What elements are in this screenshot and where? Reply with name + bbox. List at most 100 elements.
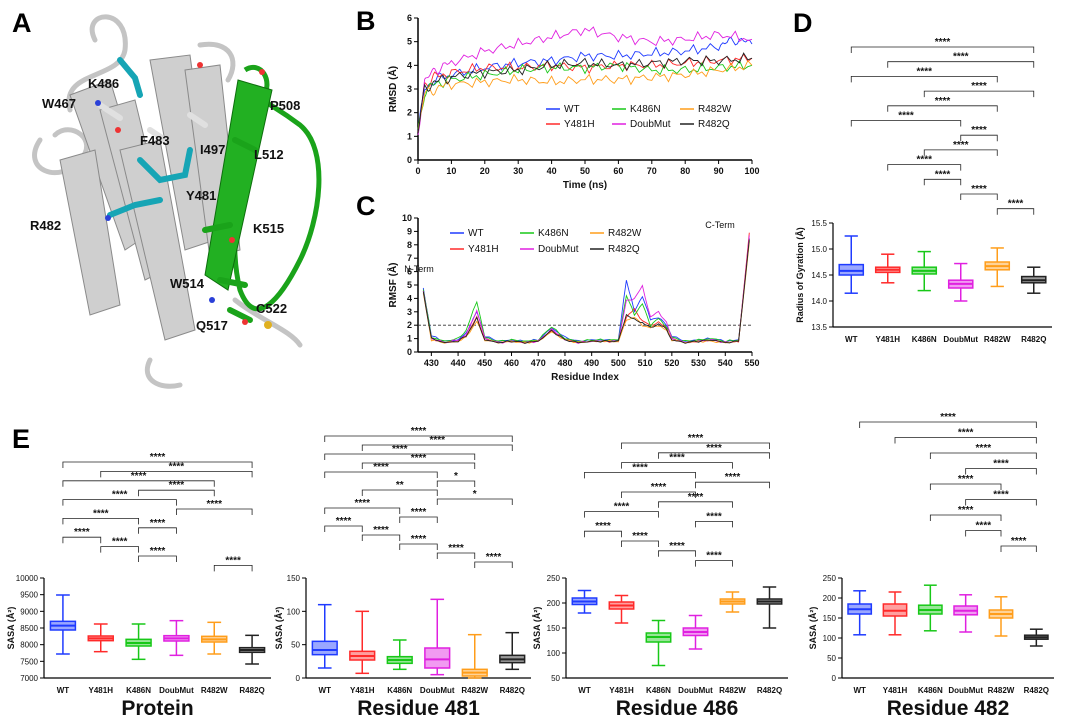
significance-bracket	[361, 444, 513, 451]
y-tick-label: 7000	[20, 674, 38, 683]
x-tick-label: R482W	[719, 686, 746, 695]
x-tick-label: Y481H	[609, 686, 634, 695]
significance-label: ****	[112, 537, 128, 548]
protein-structure-image: K486 W467 F483 I497 P508 L512 Y481 K515 …	[30, 14, 322, 389]
residue-label: Y481	[186, 188, 216, 203]
x-tick-label: WT	[845, 335, 858, 344]
green-sidechain	[232, 137, 258, 153]
significance-bracket	[923, 149, 998, 156]
significance-bracket	[695, 521, 733, 528]
residue-label: L512	[254, 147, 284, 162]
significance-bracket	[850, 46, 1035, 53]
legend-label: R482W	[698, 104, 732, 115]
significance-label: ****	[1011, 536, 1027, 547]
green-sidechain	[202, 222, 233, 233]
significance-label: ****	[411, 507, 427, 518]
atom-oxygen	[115, 127, 121, 133]
x-tick-label: Y481H	[883, 686, 908, 695]
significance-bracket	[621, 462, 733, 469]
significance-bracket	[859, 421, 1037, 428]
green-sidechain	[217, 277, 248, 288]
chart-title: Residue 481	[357, 697, 480, 720]
atom-oxygen	[259, 69, 265, 75]
x-tick-label: 90	[714, 166, 724, 176]
y-tick-label: 15.5	[811, 219, 827, 228]
y-tick-label: 2	[407, 108, 412, 118]
y-tick-label: 1	[407, 334, 412, 344]
residue-label: R482	[30, 218, 61, 233]
significance-label: ****	[706, 443, 722, 454]
significance-bracket	[929, 452, 1037, 459]
green-strand	[204, 79, 273, 291]
significance-bracket	[695, 560, 733, 567]
residue-label: K486	[88, 76, 119, 91]
panel-letter-d: D	[793, 8, 813, 38]
y-axis-label: SASA (Å²)	[274, 607, 284, 650]
significance-bracket	[658, 550, 696, 557]
x-tick-label: 40	[547, 166, 557, 176]
x-tick-label: R482W	[201, 686, 228, 695]
beta-strand	[59, 149, 121, 316]
y-axis-label: RMSD (Å)	[386, 66, 399, 112]
x-tick-label: 80	[680, 166, 690, 176]
significance-label: ****	[935, 37, 951, 48]
x-tick-label: K486N	[126, 686, 151, 695]
y-tick-label: 250	[547, 574, 561, 583]
y-tick-label: 150	[287, 574, 301, 583]
significance-label: ****	[976, 443, 992, 454]
cyan-sidechain-r482	[107, 197, 163, 218]
y-axis-label: Radius of Gyration (Å)	[795, 227, 805, 323]
legend-label: WT	[468, 228, 484, 239]
y-tick-label: 9	[407, 226, 412, 236]
x-tick-label: 20	[480, 166, 490, 176]
residue-label: Q517	[196, 318, 228, 333]
significance-bracket	[324, 471, 438, 478]
x-tick-label: R482W	[461, 686, 488, 695]
x-axis-label: Time (ns)	[563, 180, 607, 191]
significance-bracket	[621, 540, 659, 547]
significance-bracket	[474, 561, 513, 568]
atom-nitrogen	[105, 215, 111, 221]
significance-bracket	[138, 555, 177, 562]
x-tick-label: K486N	[646, 686, 671, 695]
series-line-wt	[417, 36, 753, 132]
significance-label: **	[396, 480, 404, 491]
x-tick-label: Y481H	[350, 686, 375, 695]
series-line-k486n	[422, 240, 750, 343]
y-tick-label: 15.0	[811, 245, 827, 254]
significance-label: ****	[411, 534, 427, 545]
significance-label: ****	[993, 459, 1009, 470]
significance-bracket	[658, 501, 733, 508]
x-tick-label: WT	[578, 686, 591, 695]
significance-label: ****	[206, 499, 222, 510]
significance-label: ****	[958, 428, 974, 439]
y-tick-label: 10000	[16, 574, 39, 583]
x-tick-label: 430	[424, 358, 439, 368]
y-tick-label: 14.5	[811, 271, 827, 280]
x-tick-label: 470	[531, 358, 546, 368]
x-tick-label: R482Q	[1024, 686, 1049, 695]
significance-bracket	[62, 480, 215, 487]
residue-label: W514	[170, 276, 205, 291]
residue-label: K515	[253, 221, 284, 236]
x-tick-label: 30	[513, 166, 523, 176]
x-tick-label: DoubMut	[943, 335, 978, 344]
x-tick-label: DoubMut	[420, 686, 455, 695]
significance-bracket	[887, 105, 998, 112]
x-tick-label: 480	[557, 358, 572, 368]
y-tick-label: 0	[296, 674, 301, 683]
significance-label: ****	[971, 125, 987, 136]
atom-sulfur	[264, 321, 272, 329]
x-tick-label: Y481H	[89, 686, 114, 695]
residue-label: I497	[200, 142, 225, 157]
significance-bracket	[965, 530, 1002, 537]
significance-label: ****	[169, 461, 185, 472]
significance-bracket	[1000, 545, 1037, 552]
significance-label: ****	[373, 462, 389, 473]
x-tick-label: 530	[691, 358, 706, 368]
y-tick-label: 6	[407, 13, 412, 23]
significance-label: ****	[354, 498, 370, 509]
significance-bracket	[887, 61, 1035, 68]
significance-label: ****	[632, 531, 648, 542]
significance-label: ****	[971, 184, 987, 195]
